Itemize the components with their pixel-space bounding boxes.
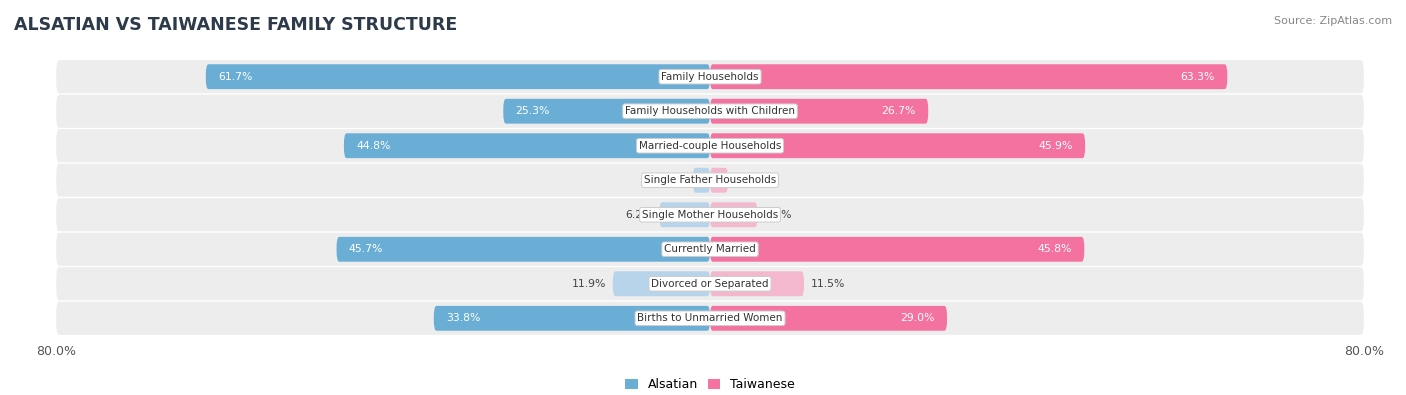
FancyBboxPatch shape [710,202,758,227]
FancyBboxPatch shape [56,95,1364,128]
FancyBboxPatch shape [710,237,1084,262]
FancyBboxPatch shape [710,168,728,193]
FancyBboxPatch shape [56,129,1364,162]
FancyBboxPatch shape [693,168,710,193]
Text: 11.5%: 11.5% [810,279,845,289]
FancyBboxPatch shape [56,60,1364,93]
Text: 61.7%: 61.7% [218,72,253,82]
FancyBboxPatch shape [434,306,710,331]
FancyBboxPatch shape [344,133,710,158]
Text: ALSATIAN VS TAIWANESE FAMILY STRUCTURE: ALSATIAN VS TAIWANESE FAMILY STRUCTURE [14,16,457,34]
Text: Married-couple Households: Married-couple Households [638,141,782,151]
Text: 45.9%: 45.9% [1039,141,1073,151]
FancyBboxPatch shape [613,271,710,296]
Text: 63.3%: 63.3% [1181,72,1215,82]
Text: 26.7%: 26.7% [882,106,915,116]
FancyBboxPatch shape [503,99,710,124]
Text: 45.8%: 45.8% [1038,244,1071,254]
Legend: Alsatian, Taiwanese: Alsatian, Taiwanese [620,373,800,395]
FancyBboxPatch shape [710,99,928,124]
FancyBboxPatch shape [710,306,948,331]
Text: 2.2%: 2.2% [734,175,762,185]
FancyBboxPatch shape [56,233,1364,266]
Text: 33.8%: 33.8% [446,313,481,323]
FancyBboxPatch shape [56,267,1364,300]
FancyBboxPatch shape [336,237,710,262]
Text: 2.1%: 2.1% [659,175,686,185]
FancyBboxPatch shape [56,198,1364,231]
Text: 25.3%: 25.3% [516,106,550,116]
Text: Single Mother Households: Single Mother Households [643,210,778,220]
Text: Family Households with Children: Family Households with Children [626,106,794,116]
Text: Divorced or Separated: Divorced or Separated [651,279,769,289]
FancyBboxPatch shape [659,202,710,227]
FancyBboxPatch shape [56,302,1364,335]
FancyBboxPatch shape [205,64,710,89]
Text: Family Households: Family Households [661,72,759,82]
Text: 29.0%: 29.0% [900,313,935,323]
Text: Births to Unmarried Women: Births to Unmarried Women [637,313,783,323]
FancyBboxPatch shape [710,64,1227,89]
FancyBboxPatch shape [710,133,1085,158]
Text: Source: ZipAtlas.com: Source: ZipAtlas.com [1274,16,1392,26]
Text: 44.8%: 44.8% [356,141,391,151]
Text: 45.7%: 45.7% [349,244,384,254]
Text: 11.9%: 11.9% [572,279,606,289]
FancyBboxPatch shape [710,271,804,296]
Text: 6.2%: 6.2% [626,210,652,220]
Text: Single Father Households: Single Father Households [644,175,776,185]
FancyBboxPatch shape [56,164,1364,197]
Text: Currently Married: Currently Married [664,244,756,254]
Text: 5.8%: 5.8% [763,210,792,220]
